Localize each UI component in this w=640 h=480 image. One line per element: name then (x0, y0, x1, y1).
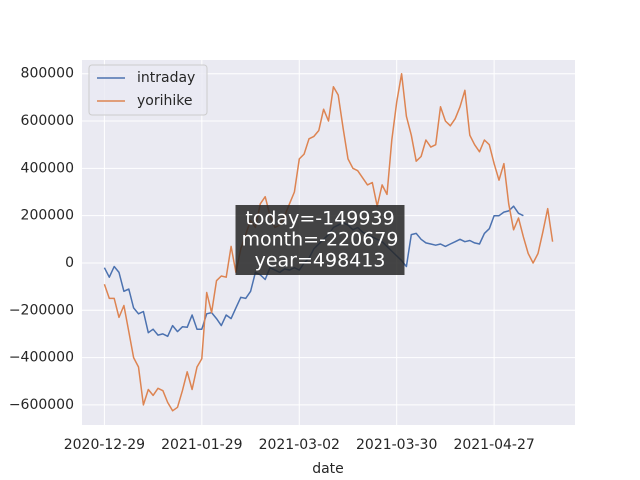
y-tick-label: 600000 (21, 113, 74, 129)
legend-label: intraday (137, 70, 195, 86)
x-tick-label: 2021-03-30 (356, 437, 437, 453)
annotation-text: today=-149939 (245, 208, 394, 230)
x-tick-label: 2021-01-29 (161, 437, 242, 453)
annotation-text: year=498413 (255, 250, 386, 272)
x-axis-label: date (312, 461, 344, 477)
annotation-text: month=-220679 (242, 229, 399, 251)
y-tick-label: 200000 (21, 208, 74, 224)
y-tick-label: 0 (65, 255, 74, 271)
y-tick-label: −400000 (9, 350, 74, 366)
legend: intraday yorihike (88, 64, 208, 116)
series-line (103, 72, 554, 412)
x-tick-label: 2021-03-02 (259, 437, 340, 453)
legend-label: yorihike (137, 93, 192, 109)
y-tick-label: −600000 (9, 397, 74, 413)
annotation-box (235, 205, 405, 275)
y-tick-label: 800000 (21, 66, 74, 82)
y-tick-label: −200000 (9, 302, 74, 318)
x-tick-label: 2021-04-27 (453, 437, 534, 453)
x-tick-label: 2020-12-29 (64, 437, 145, 453)
y-tick-label: 400000 (21, 160, 74, 176)
